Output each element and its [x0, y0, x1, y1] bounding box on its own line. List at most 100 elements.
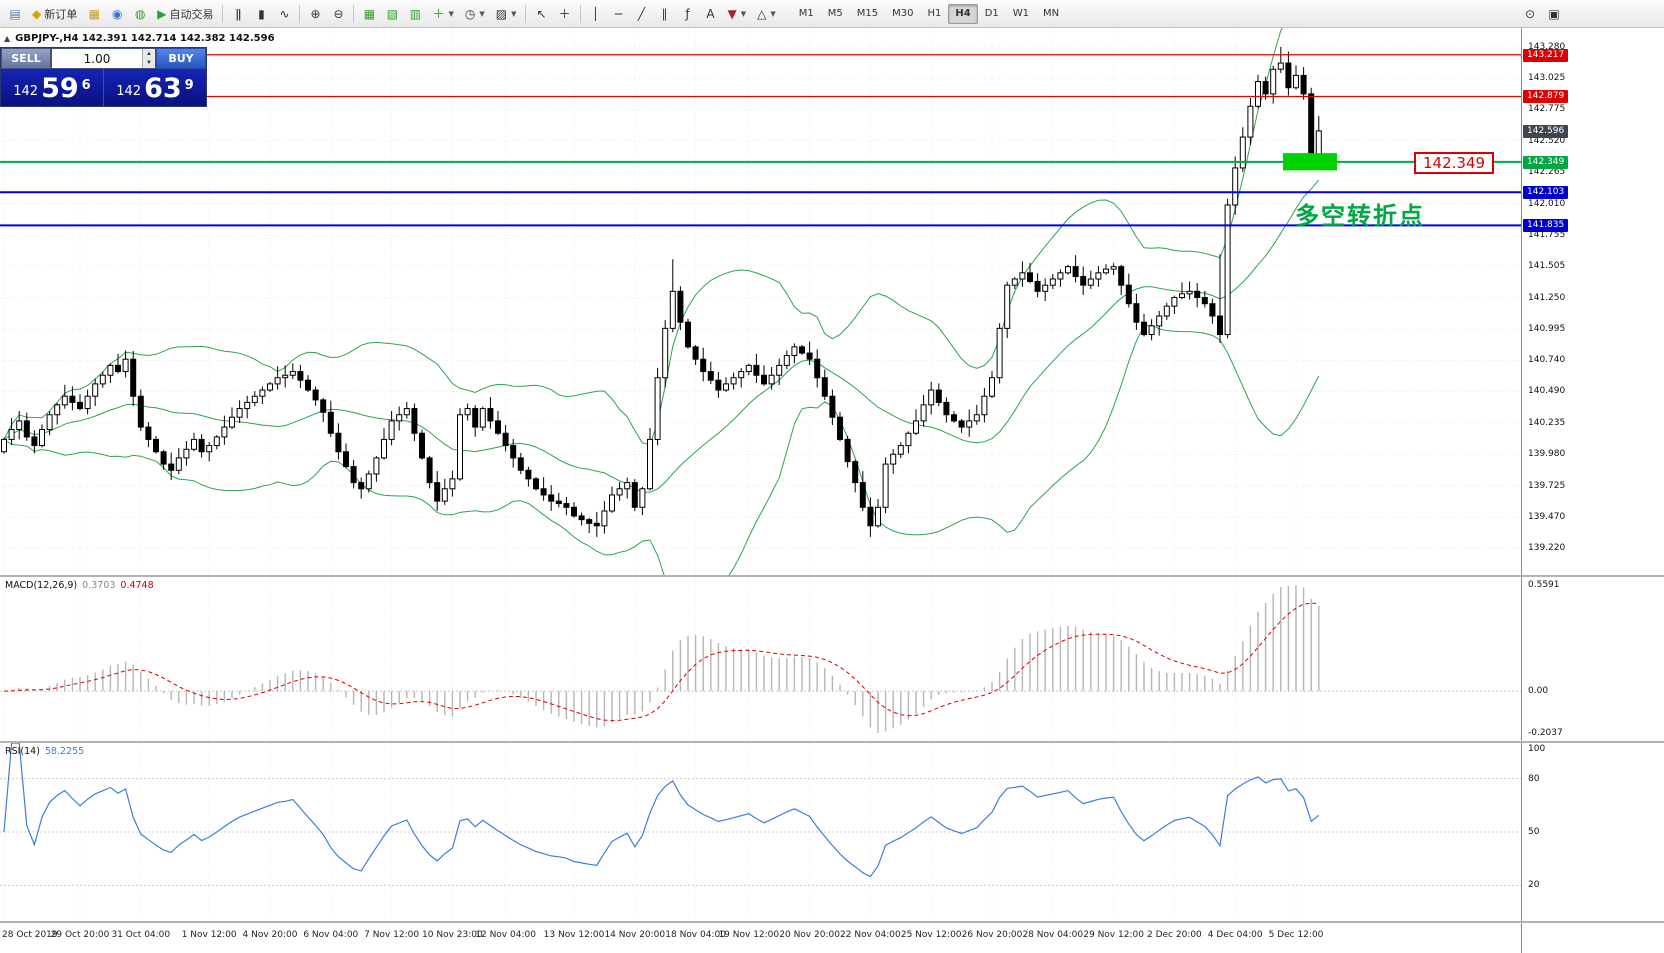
zoom-out-icon: ⊖: [333, 6, 344, 21]
crosshair-icon: ＋: [558, 6, 571, 21]
timeframe-h4-button[interactable]: H4: [948, 3, 978, 24]
community-button[interactable]: ◉: [106, 3, 128, 25]
time-axis-label: 1 Nov 12:00: [181, 930, 237, 940]
macd-tick: 0.00: [1528, 686, 1549, 697]
horizontal-line-button[interactable]: ─: [608, 3, 630, 25]
price-tick: 140.235: [1528, 417, 1566, 428]
time-axis[interactable]: 28 Oct 2019 29 Oct 20:00 31 Oct 04:00 1 Nov…: [0, 923, 1521, 953]
tile-windows-icon: ▦: [363, 6, 376, 21]
periods-icon: ◷: [464, 6, 476, 21]
line-chart-button[interactable]: ∿: [273, 3, 295, 25]
toolbar-separator: [222, 4, 224, 23]
candlestick-chart-icon: ▮: [258, 6, 265, 21]
timeframe-m15-button[interactable]: M15: [856, 8, 879, 19]
indicators-icon: ＋: [432, 6, 445, 21]
arrows-button[interactable]: ▼ ▼: [723, 3, 752, 25]
time-axis-label: 14 Nov 20:00: [604, 930, 666, 940]
chevron-down-icon: ▼: [479, 9, 485, 18]
zoom-in-button[interactable]: ⊕: [304, 3, 326, 25]
channel-button[interactable]: ∥: [654, 3, 676, 25]
time-axis-label: 29 Nov 12:00: [1083, 930, 1144, 940]
price-tag: 143.217: [1523, 48, 1569, 62]
main-chart-area[interactable]: ▲ GBPJPY-,H4 142.391 142.714 142.382 142…: [0, 28, 1521, 575]
time-axis-label: 29 Oct 20:00: [50, 930, 110, 940]
zoom-out-button[interactable]: ⊖: [327, 3, 349, 25]
chevron-down-icon: ▼: [448, 9, 454, 18]
chart-window-icon-icon: ▤: [9, 6, 21, 21]
new-window-icon[interactable]: ▣: [1548, 6, 1560, 21]
volume-down-button[interactable]: ▼: [143, 58, 155, 68]
timeframe-mn-button[interactable]: MN: [1043, 8, 1060, 19]
buy-price-button[interactable]: 142 63 9: [116, 73, 194, 104]
new-order-icon: ◆: [32, 6, 42, 21]
sell-price-button[interactable]: 142 59 6: [13, 73, 91, 104]
new-order-button[interactable]: ◆ 新订单: [32, 6, 78, 21]
time-axis-label: 10 Nov 23:00: [422, 930, 483, 940]
macd-panel[interactable]: MACD(12,26,9) 0.3703 0.4748: [0, 577, 1521, 741]
volume-up-button[interactable]: ▲: [143, 49, 155, 59]
cursor-button[interactable]: ↖: [530, 3, 552, 25]
periods-button[interactable]: ◷ ▼: [460, 3, 490, 25]
rsi-scale[interactable]: 100 80 50 20: [1521, 743, 1664, 921]
rsi-tick: 100: [1528, 744, 1546, 754]
macd-scale[interactable]: 0.5591 0.00 -0.2037: [1521, 577, 1664, 741]
time-axis-label: 4 Dec 04:00: [1207, 930, 1263, 940]
volume-input[interactable]: [52, 49, 142, 68]
rsi-tick: 20: [1528, 880, 1540, 891]
main-chart-canvas[interactable]: [0, 28, 1521, 575]
rsi-tick: 80: [1528, 773, 1540, 784]
chevron-down-icon: ▼: [740, 9, 747, 18]
price-tick: 141.755: [1528, 230, 1566, 241]
timeframe-h1-button[interactable]: H1: [927, 8, 942, 19]
charts-profile-button[interactable]: ▦: [83, 3, 105, 25]
bar-chart-button[interactable]: ǁ: [227, 3, 249, 25]
crosshair-button[interactable]: ＋: [553, 3, 575, 25]
candlestick-chart-button[interactable]: ▮: [250, 3, 272, 25]
timeframe-d1-button[interactable]: D1: [984, 8, 999, 19]
timeframe-w1-button[interactable]: W1: [1012, 8, 1029, 19]
cascade-windows-button[interactable]: ▧: [381, 3, 403, 25]
auto-trading-button[interactable]: ▶ 自动交易: [157, 6, 214, 21]
chart-window-icon[interactable]: ▤: [4, 3, 26, 25]
auto-trading-icon: ▶: [157, 6, 167, 21]
sell-button[interactable]: SELL: [1, 48, 51, 69]
rsi-panel[interactable]: RSI(14) 58.2255: [0, 743, 1521, 921]
timeframe-m1-button[interactable]: M1: [798, 8, 814, 19]
horizontal-line-icon: ─: [614, 6, 623, 21]
toolbar-separator: [525, 4, 527, 23]
fibonacci-button[interactable]: ƒ: [677, 3, 699, 25]
shapes-button[interactable]: △ ▼: [752, 3, 781, 25]
trendline-button[interactable]: ╱: [631, 3, 653, 25]
price-tick: 142.010: [1528, 198, 1566, 209]
one-click-collapse-icon[interactable]: ▲: [4, 34, 11, 43]
indicators-button[interactable]: ＋ ▼: [427, 3, 458, 25]
price-tick: 140.740: [1528, 355, 1566, 366]
price-tag: 142.103: [1523, 186, 1569, 200]
price-scale[interactable]: 143.280 143.025 142.775 142.520 142.265 142.0…: [1521, 28, 1664, 575]
panel-separator[interactable]: [0, 575, 1664, 577]
text-icon: A: [706, 6, 715, 21]
timeframe-m30-button[interactable]: M30: [892, 8, 914, 19]
tile-windows-button[interactable]: ▦: [358, 3, 380, 25]
templates-button[interactable]: ▨ ▼: [491, 3, 522, 25]
arrange-windows-button[interactable]: ▥: [404, 3, 426, 25]
time-axis-label: 2 Dec 20:00: [1146, 930, 1202, 940]
timeframe-m5-button[interactable]: M5: [827, 8, 843, 19]
price-tick: 139.220: [1528, 543, 1566, 553]
time-axis-label: 28 Nov 04:00: [1022, 930, 1084, 940]
time-axis-label: 5 Dec 12:00: [1268, 930, 1324, 940]
snapshot-button[interactable]: ◍: [129, 3, 151, 25]
price-tag: 142.349: [1523, 155, 1569, 169]
price-tick: 142.775: [1528, 104, 1566, 115]
buy-button[interactable]: BUY: [156, 48, 206, 69]
text-button[interactable]: A: [700, 3, 722, 25]
price-tick: 142.265: [1528, 167, 1566, 178]
panel-separator[interactable]: [0, 741, 1664, 743]
fibonacci-icon: ƒ: [685, 6, 690, 21]
line-chart-icon: ∿: [279, 6, 290, 21]
turning-point-annotation: 多空转折点: [1295, 202, 1425, 230]
search-icon[interactable]: ⊙: [1524, 6, 1536, 21]
vertical-line-button[interactable]: │: [585, 3, 607, 25]
shapes-icon: △: [757, 6, 767, 21]
time-axis-label: 22 Nov 04:00: [840, 930, 901, 940]
